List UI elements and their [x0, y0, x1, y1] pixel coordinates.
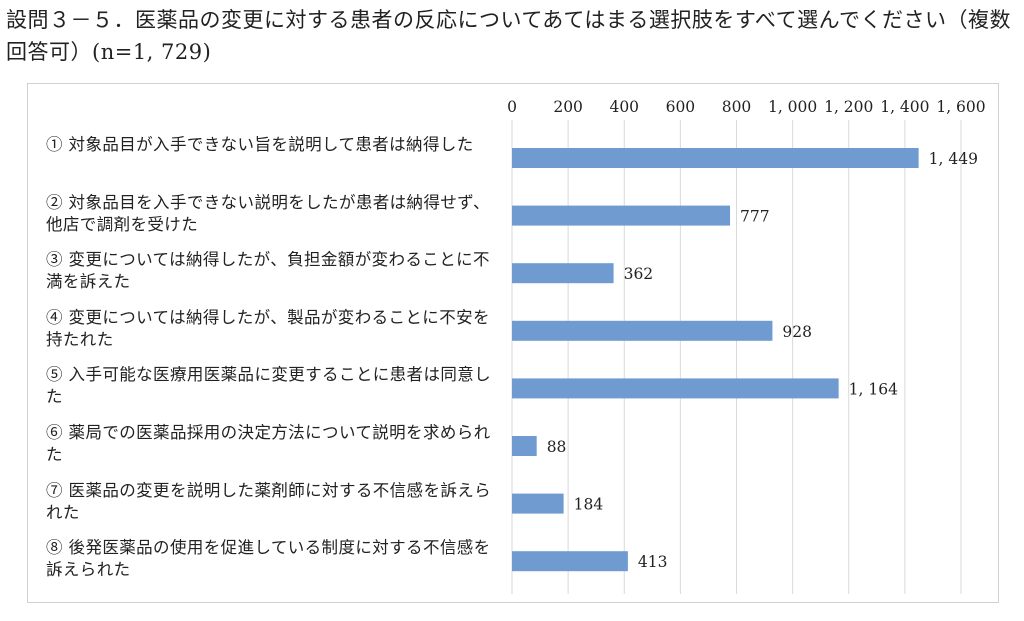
x-tick-label: 400 [609, 98, 639, 116]
bar-value-label: 413 [638, 553, 668, 571]
category-label: ④ 変更については納得したが、製品が変わることに不安を持たれた [46, 307, 490, 349]
x-tick-label: 800 [722, 98, 752, 116]
bar [512, 205, 731, 226]
x-tick-label: 1, 600 [936, 98, 985, 116]
bar [512, 263, 614, 284]
bar [512, 378, 839, 399]
x-tick-label: 1, 200 [824, 98, 873, 116]
bar-value-label: 88 [547, 438, 567, 456]
bar-value-label: 1, 164 [849, 380, 898, 398]
bar [512, 148, 919, 168]
category-label: ③ 変更については納得したが、負担金額が変わることに不満を訴えた [46, 250, 490, 292]
chart-frame [27, 83, 999, 603]
category-label: ⑤ 入手可能な医療用医薬品に変更することに患者は同意した [46, 365, 492, 407]
bar-value-label: 362 [624, 265, 654, 283]
bar [512, 320, 773, 341]
bar-value-label: 1, 449 [929, 150, 978, 168]
bar [512, 493, 564, 514]
bar-value-label: 184 [574, 496, 604, 514]
category-label: ⑧ 後発医薬品の使用を促進している制度に対する不信感を訴えられた [46, 538, 491, 580]
question-title: 設問３－５．医薬品の変更に対する患者の反応についてあてはまる選択肢をすべて選んで… [6, 8, 1012, 64]
x-tick-label: 1, 400 [880, 98, 929, 116]
bar-value-label: 777 [740, 208, 770, 226]
category-label: ② 対象品目を入手できない説明をしたが患者は納得せず、他店で調剤を受けた [46, 192, 490, 234]
bar [512, 436, 537, 456]
x-tick-label: 0 [507, 98, 517, 116]
bar [512, 551, 628, 572]
x-tick-label: 200 [553, 98, 583, 116]
category-label: ⑥ 薬局での医薬品採用の決定方法について説明を求められた [46, 423, 491, 464]
bar-value-label: 928 [782, 323, 812, 341]
x-tick-label: 600 [666, 98, 696, 116]
category-label: ⑦ 医薬品の変更を説明した薬剤師に対する不信感を訴えられた [46, 480, 492, 522]
category-label: ① 対象品目が入手できない旨を説明して患者は納得した [46, 135, 474, 154]
x-tick-label: 1, 000 [768, 98, 817, 116]
